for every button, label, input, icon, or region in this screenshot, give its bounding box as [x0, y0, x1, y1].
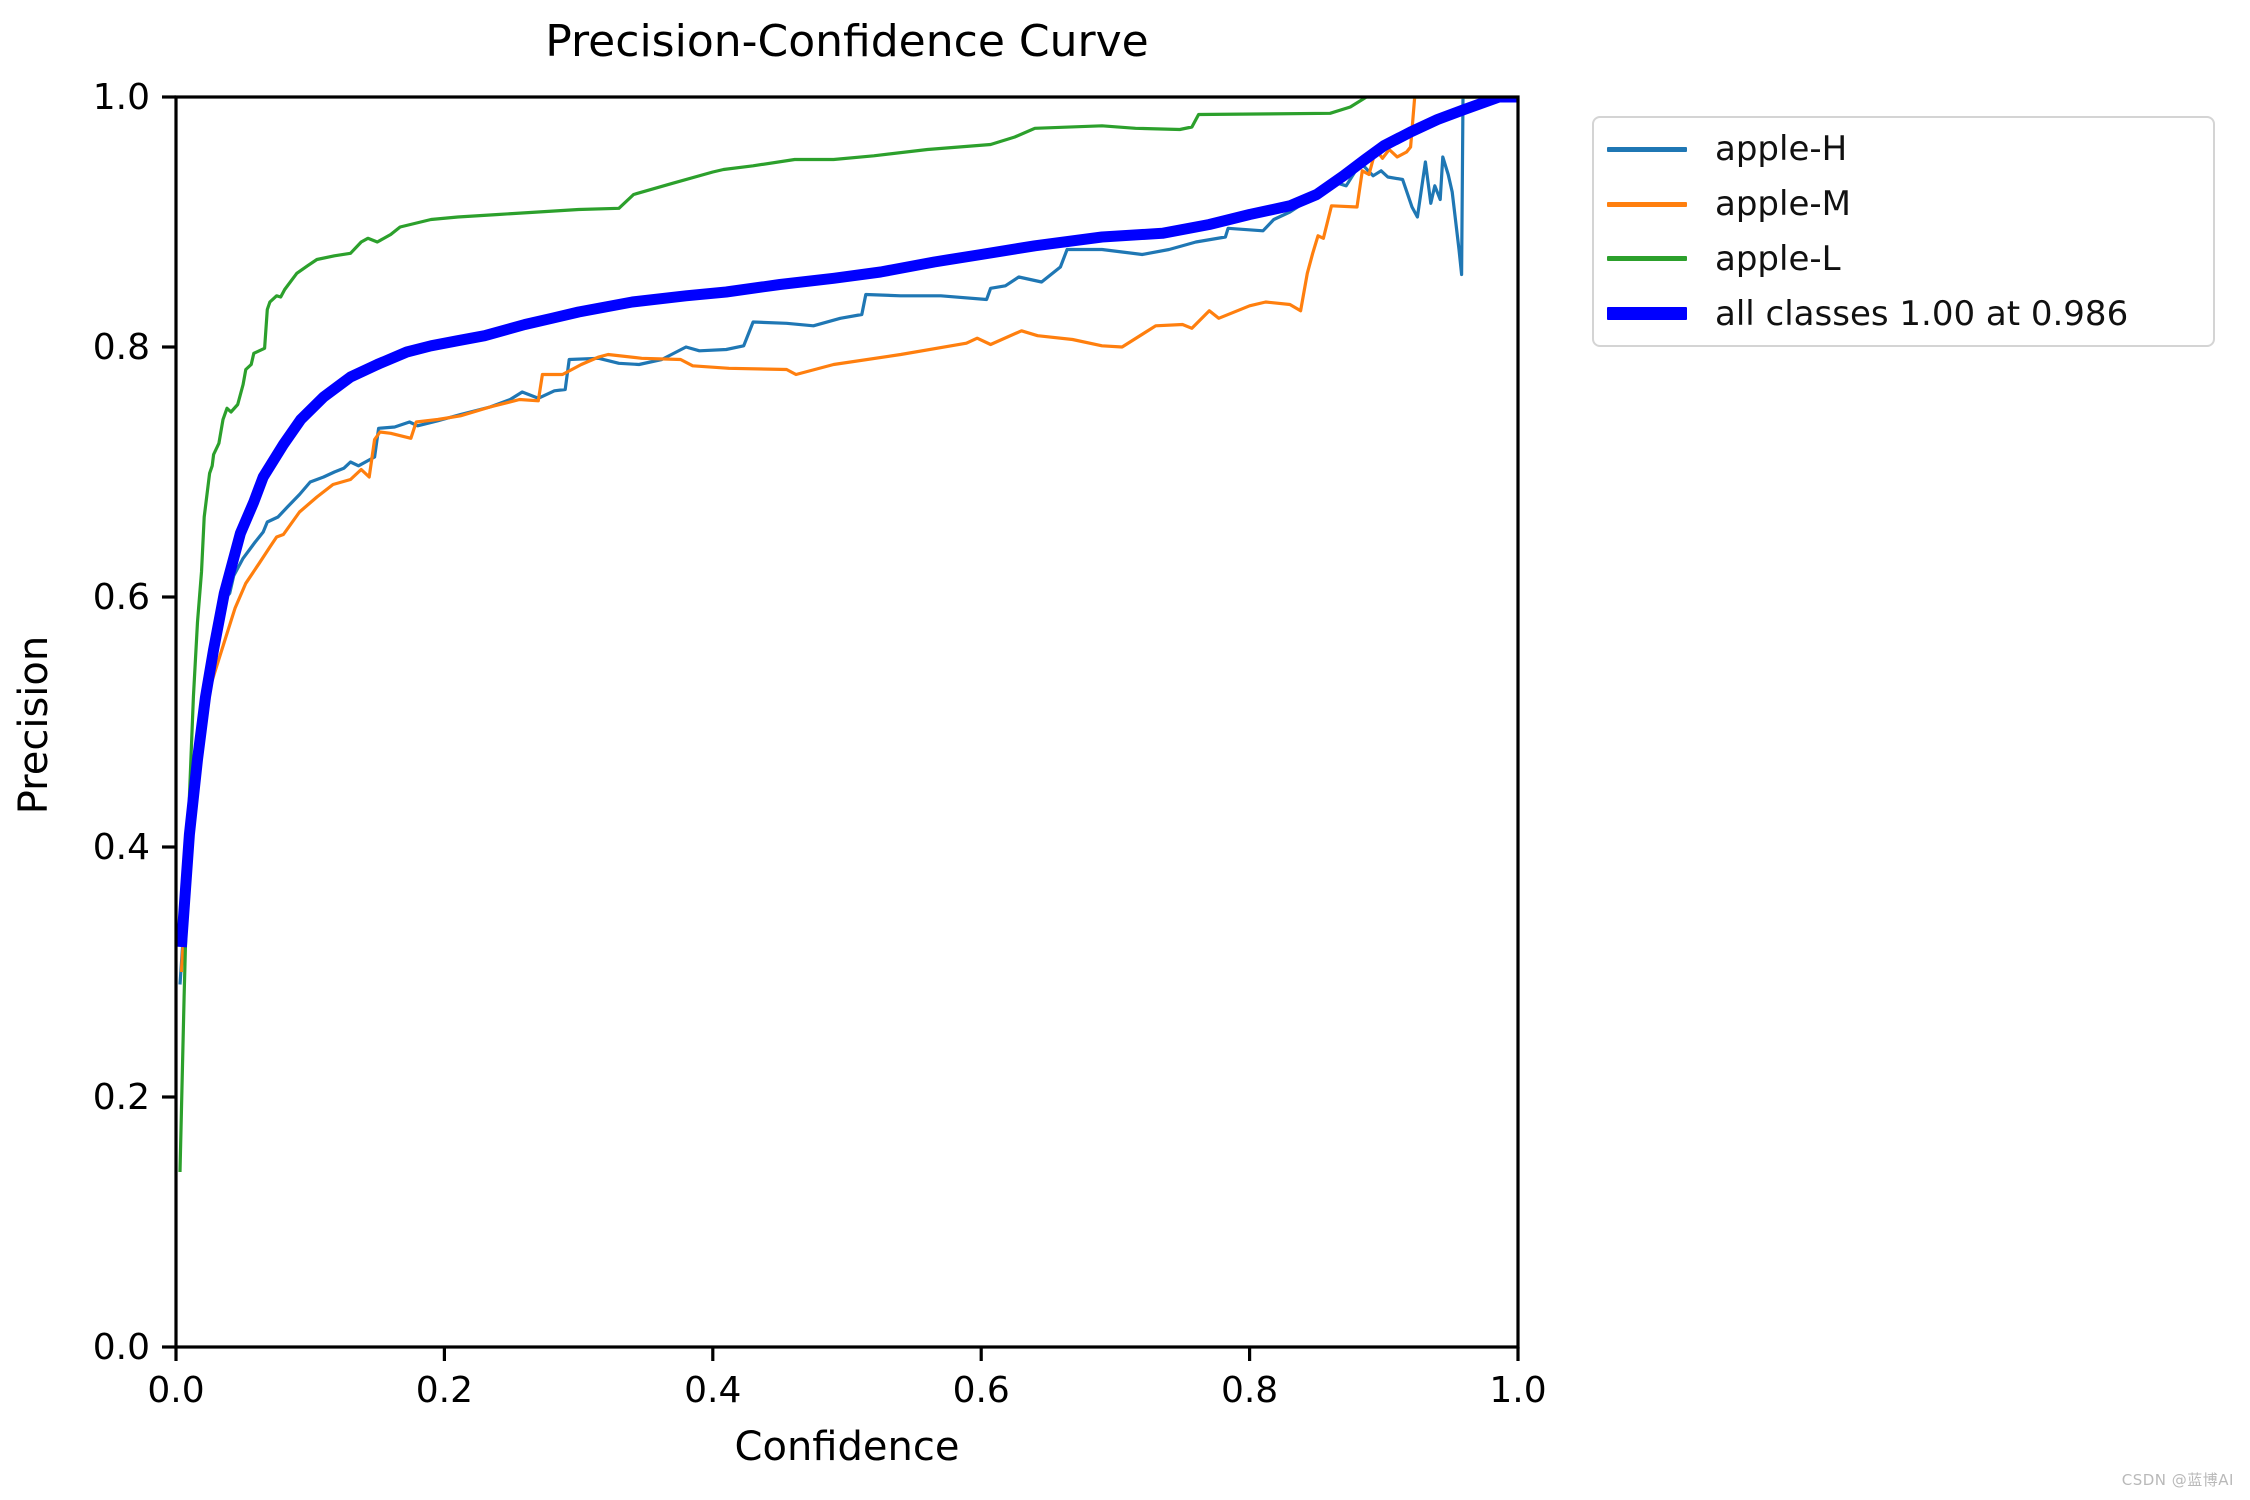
- legend: apple-H apple-M apple-L all classes 1.00 at…: [1592, 116, 2215, 347]
- legend-line-sample: [1607, 146, 1687, 152]
- legend-line-sample: [1607, 201, 1687, 207]
- x-tick-label: 0.0: [147, 1370, 204, 1411]
- x-tick-label: 0.6: [953, 1370, 1010, 1411]
- axis-ticks: 0.0 0.2 0.4 0.6 0.8 1.0 0.0 0.2 0.4 0.6 0.8 1.0: [93, 77, 1547, 1411]
- legend-label: apple-M: [1715, 184, 1851, 225]
- curve-apple-h: [178, 97, 1518, 985]
- curve-apple-m: [179, 97, 1518, 973]
- legend-item-apple-m: apple-M: [1594, 177, 2213, 232]
- y-tick-label: 0.4: [93, 827, 150, 868]
- chart-title: Precision-Confidence Curve: [545, 16, 1149, 67]
- y-tick-label: 1.0: [93, 77, 150, 118]
- x-tick-label: 0.8: [1221, 1370, 1278, 1411]
- curve-apple-l: [178, 97, 1518, 1173]
- series-group: [176, 97, 1518, 1173]
- legend-line-sample: [1607, 256, 1687, 262]
- legend-item-apple-h: apple-H: [1594, 122, 2213, 177]
- curve-all-classes-1-00-at-0-986: [176, 97, 1518, 948]
- legend-item-apple-l: apple-L: [1594, 232, 2213, 287]
- y-tick-label: 0.0: [93, 1327, 150, 1368]
- x-tick-label: 0.4: [684, 1370, 741, 1411]
- y-tick-label: 0.2: [93, 1077, 150, 1118]
- legend-line-sample: [1607, 307, 1687, 321]
- y-tick-label: 0.6: [93, 577, 150, 618]
- y-axis-label: Precision: [11, 635, 57, 815]
- legend-label: all classes 1.00 at 0.986: [1715, 293, 2129, 334]
- legend-label: apple-H: [1715, 129, 1848, 170]
- axes-spines: [174, 95, 1520, 1349]
- watermark: CSDN @蓝博AI: [2121, 1471, 2234, 1489]
- x-tick-label: 0.2: [416, 1370, 473, 1411]
- x-axis-label: Confidence: [734, 1424, 960, 1470]
- legend-label: apple-L: [1715, 238, 1841, 279]
- x-tick-label: 1.0: [1489, 1370, 1546, 1411]
- legend-item-all-classes-1-00-at-0-986: all classes 1.00 at 0.986: [1594, 286, 2213, 341]
- y-tick-label: 0.8: [93, 327, 150, 368]
